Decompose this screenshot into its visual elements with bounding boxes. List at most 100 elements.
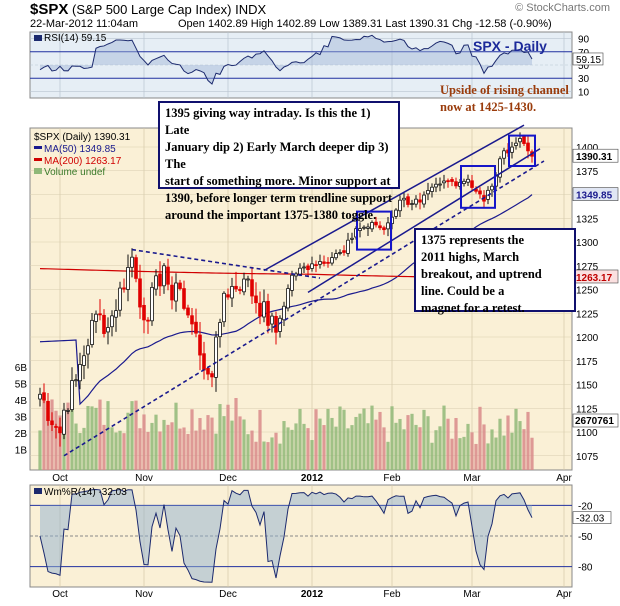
rsi-tick-30: 30	[578, 74, 590, 85]
volume-bar	[322, 425, 326, 470]
volume-bar	[386, 441, 390, 470]
x-tick-label-top-5: Mar	[463, 473, 481, 484]
volume-bar	[366, 423, 370, 470]
dip-box-january	[356, 210, 392, 251]
volume-bar	[310, 440, 314, 470]
volume-bar	[462, 436, 466, 470]
volume-bar	[50, 399, 54, 470]
candle-body	[462, 180, 466, 185]
volume-bar	[290, 429, 294, 470]
x-tick-label-bottom-0: Oct	[52, 589, 68, 600]
candle-body	[358, 228, 362, 231]
ma50-tag-bg	[572, 187, 619, 201]
price-tick-1100: 1100	[576, 428, 598, 439]
candle-body	[242, 278, 246, 293]
note1-line-4: 1390, before longer term trendline suppo…	[165, 191, 393, 205]
volume-bar	[418, 427, 422, 470]
candle-body	[114, 310, 118, 318]
exchange-label: INDX	[235, 2, 267, 17]
candle-body	[430, 186, 434, 192]
candle-body	[70, 380, 74, 410]
ma50-tag: 1349.85	[576, 191, 613, 202]
candle-body	[238, 289, 242, 291]
volume-bar	[146, 431, 150, 470]
candle-body	[38, 393, 42, 400]
candle-body	[138, 278, 142, 308]
volume-bar	[402, 429, 406, 470]
legend-ma200: MA(200) 1263.17	[44, 156, 122, 167]
volume-bar	[362, 408, 366, 470]
rsi-note-line-2: now at 1425-1430.	[440, 100, 537, 114]
candle-body	[402, 197, 406, 201]
candle-body	[198, 334, 202, 356]
candle-body	[386, 222, 390, 230]
rsi-line	[39, 34, 533, 85]
candle-body	[346, 239, 350, 254]
volume-bar	[238, 416, 242, 470]
volume-bar	[122, 433, 126, 470]
candle-body	[74, 379, 78, 382]
volume-bar	[210, 417, 214, 470]
candle-body	[314, 264, 318, 267]
volume-bar	[338, 406, 342, 470]
volume-bar	[250, 430, 254, 470]
price-tick-1125: 1125	[576, 404, 598, 415]
volume-bar	[302, 423, 306, 470]
channel-lower-line	[307, 148, 541, 293]
volume-bar	[446, 418, 450, 470]
volume-bar	[38, 430, 42, 470]
volume-bar	[474, 443, 478, 470]
candle-body	[202, 353, 206, 371]
x-tick-label-top-1: Nov	[135, 473, 153, 484]
symbol-label: $SPX	[30, 1, 69, 18]
candle-body	[394, 209, 398, 217]
candle-body	[286, 288, 290, 309]
volume-bar	[530, 437, 534, 470]
legend-volume-swatch	[34, 168, 42, 174]
x-tick-label-bottom-4: Feb	[383, 589, 401, 600]
volume-bar	[318, 418, 322, 470]
volume-bar	[142, 414, 146, 470]
candle-body	[502, 150, 506, 159]
candle-body	[326, 261, 330, 264]
ohlc-readout: Open 1402.89 High 1402.89 Low 1389.31 La…	[178, 18, 552, 30]
dip-box-current	[508, 134, 536, 168]
candle-body	[282, 305, 286, 321]
candle-body	[518, 138, 522, 143]
candle-body	[366, 226, 370, 229]
volume-bar	[514, 408, 518, 470]
candle-body	[126, 267, 130, 290]
volume-bar	[326, 408, 330, 470]
candle-body	[102, 314, 106, 334]
volume-tag-bg	[572, 413, 619, 428]
candle-body	[434, 183, 438, 188]
candle-body	[418, 199, 422, 203]
volume-bar	[330, 417, 334, 470]
volume-bar	[442, 405, 446, 470]
x-tick-label-bottom-5: Mar	[463, 589, 481, 600]
candle-body	[302, 266, 306, 269]
legend-price: $SPX (Daily) 1390.31	[34, 132, 131, 143]
price-tick-1200: 1200	[576, 333, 599, 344]
volume-bar	[430, 442, 434, 470]
candle-body	[382, 227, 386, 231]
candle-body	[422, 194, 426, 205]
volume-bar	[470, 432, 474, 470]
volume-bar	[434, 430, 438, 470]
volume-tick-5B: 5B	[15, 380, 28, 391]
note1-line-2: January dip 2) Early March deeper dip 3)…	[165, 140, 389, 171]
price-tick-1175: 1175	[576, 357, 598, 368]
candle-body	[522, 136, 526, 144]
x-tick-label-top-0: Oct	[52, 473, 68, 484]
volume-bar	[286, 427, 290, 470]
volume-bar	[370, 405, 374, 470]
volume-bar	[198, 418, 202, 470]
wm-value-tag: -32.03	[576, 514, 605, 525]
candle-body	[414, 198, 418, 205]
volume-bar	[114, 432, 118, 470]
volume-bar	[74, 423, 78, 470]
candle-body	[426, 190, 430, 195]
volume-bar	[110, 427, 114, 470]
candle-body	[478, 190, 482, 195]
volume-bar	[342, 409, 346, 470]
